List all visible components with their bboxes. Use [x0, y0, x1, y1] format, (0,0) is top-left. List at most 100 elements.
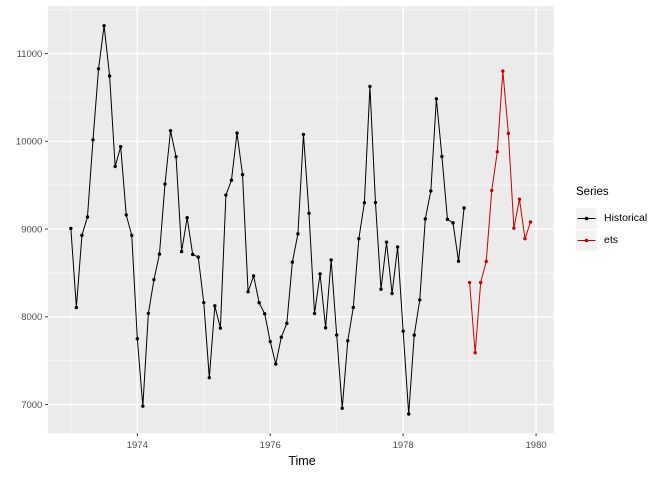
- data-point: [346, 339, 350, 343]
- data-point: [213, 304, 217, 308]
- data-point: [279, 335, 283, 339]
- data-point: [406, 412, 411, 416]
- data-point: [113, 164, 117, 169]
- data-point: [478, 280, 483, 285]
- data-point: [296, 232, 300, 236]
- x-tick-label: 1976: [260, 440, 281, 451]
- x-tick-label: 1978: [393, 440, 414, 451]
- data-point: [401, 329, 405, 333]
- data-point: [445, 217, 450, 222]
- data-point: [157, 252, 162, 256]
- data-point: [340, 406, 344, 410]
- data-point: [467, 280, 472, 285]
- data-point: [185, 216, 189, 220]
- data-point: [141, 404, 145, 408]
- data-point: [501, 69, 505, 73]
- data-point: [318, 272, 322, 276]
- data-point: [473, 351, 477, 355]
- legend-item-label: ets: [604, 234, 619, 246]
- data-point: [362, 201, 367, 205]
- data-point: [85, 215, 90, 219]
- data-point: [69, 226, 73, 231]
- data-point: [124, 213, 128, 217]
- data-point: [523, 236, 527, 241]
- data-point: [412, 333, 416, 337]
- data-point: [218, 326, 223, 330]
- panel-background: [47, 6, 554, 434]
- data-point: [102, 24, 106, 28]
- series-line-historical: [70, 25, 465, 415]
- data-point: [107, 74, 112, 78]
- legend-key-ets-icon: [576, 229, 597, 251]
- data-point: [80, 233, 84, 238]
- data-point: [368, 84, 372, 89]
- data-point: [307, 211, 311, 216]
- data-point: [285, 321, 289, 326]
- data-point: [351, 305, 355, 310]
- data-point: [323, 326, 328, 330]
- data-point: [528, 220, 533, 224]
- legend-item-label: Historical: [604, 212, 648, 224]
- data-point: [440, 154, 444, 159]
- data-point: [357, 236, 361, 241]
- data-point: [163, 182, 167, 186]
- series-line-ets: [469, 71, 532, 353]
- data-point: [395, 245, 400, 249]
- data-point: [190, 252, 195, 257]
- data-point: [506, 131, 511, 136]
- data-point: [118, 145, 123, 149]
- data-point: [240, 172, 245, 177]
- data-point: [274, 362, 278, 366]
- data-point: [246, 290, 250, 294]
- legend-item-historical: Historical: [576, 207, 647, 229]
- data-point: [229, 178, 234, 182]
- data-point: [146, 311, 151, 316]
- data-point: [168, 129, 173, 133]
- data-point: [456, 259, 461, 263]
- legend-title: Series: [576, 186, 609, 198]
- data-point: [329, 258, 333, 262]
- data-point: [251, 274, 256, 278]
- data-point: [334, 333, 339, 337]
- y-tick-label: 11000: [17, 49, 43, 60]
- data-point: [174, 155, 178, 159]
- data-point: [202, 300, 206, 305]
- legend-key-historical-icon: [576, 207, 597, 229]
- legend-item-ets: ets: [576, 229, 647, 251]
- data-point: [224, 193, 228, 197]
- y-tick-label: 9000: [21, 224, 42, 235]
- data-point: [418, 298, 422, 302]
- data-point: [390, 291, 394, 296]
- data-point: [207, 375, 212, 380]
- data-point: [130, 233, 134, 238]
- data-point: [434, 97, 439, 101]
- data-point: [268, 339, 272, 344]
- data-point: [290, 260, 295, 264]
- data-point: [379, 287, 383, 291]
- data-point: [179, 249, 184, 254]
- data-point: [74, 305, 79, 310]
- legend: Series Historical ets: [576, 186, 647, 251]
- x-axis-title: Time: [288, 454, 316, 468]
- x-tick-label: 1980: [526, 440, 547, 451]
- y-tick-label: 10000: [16, 137, 42, 148]
- data-point: [429, 189, 433, 193]
- y-tick-label: 7000: [21, 400, 42, 411]
- data-point: [451, 221, 455, 225]
- x-tick-label: 1974: [127, 440, 148, 451]
- data-point: [91, 138, 95, 142]
- y-tick-label: 8000: [21, 312, 42, 323]
- data-point: [312, 311, 317, 316]
- data-point: [517, 197, 522, 201]
- data-point: [423, 217, 427, 221]
- data-point: [96, 67, 101, 71]
- data-point: [152, 278, 156, 282]
- data-point: [373, 200, 378, 205]
- data-point: [484, 259, 488, 264]
- data-point: [235, 131, 239, 135]
- data-point: [490, 188, 494, 193]
- data-point: [512, 226, 516, 230]
- data-point: [135, 337, 140, 341]
